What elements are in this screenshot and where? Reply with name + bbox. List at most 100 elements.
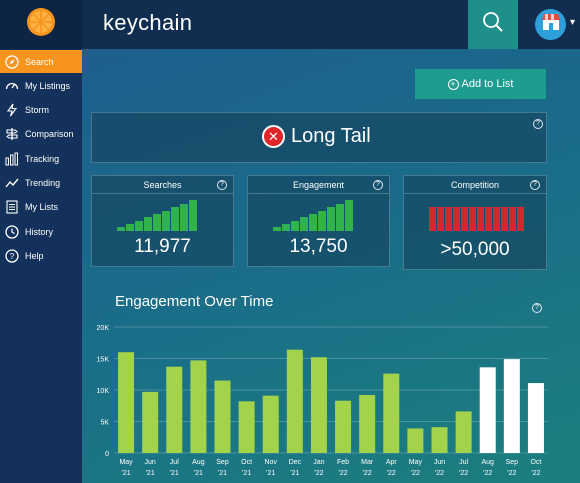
stat-panel-searches: Searches? 11,977	[91, 175, 234, 267]
meter-bar	[162, 211, 170, 231]
meter-bar	[171, 207, 179, 231]
x-tick-label: Jul	[170, 459, 179, 466]
meter-bar	[300, 217, 308, 231]
meter-bar	[117, 227, 125, 231]
meter-bar	[126, 224, 134, 231]
bar-chart-icon	[5, 152, 19, 166]
sidebar-item-trending[interactable]: Trending	[0, 172, 82, 195]
sidebar: Search My Listings Storm Comparison Tracking…	[0, 49, 82, 483]
chart-bar	[190, 360, 207, 453]
meter-bar	[485, 207, 492, 231]
chevron-down-icon[interactable]: ▾	[570, 17, 576, 28]
meter-bar	[493, 207, 500, 231]
chart-bar	[286, 349, 303, 453]
chart-bar	[383, 373, 400, 453]
sidebar-item-storm[interactable]: Storm	[0, 99, 82, 122]
sidebar-item-label: Help	[25, 250, 44, 261]
sidebar-item-search[interactable]: Search	[0, 50, 82, 73]
stat-title: Competition	[404, 176, 546, 194]
x-tick-label: Jul	[459, 459, 468, 466]
chart-bar	[503, 359, 520, 453]
stat-title: Searches	[92, 176, 233, 194]
stat-value: >50,000	[440, 239, 510, 260]
sidebar-item-label: Tracking	[25, 153, 60, 164]
x-tick-label-year: '21	[218, 470, 227, 477]
x-tick-label: Jan	[313, 459, 324, 466]
chart-bar	[455, 411, 472, 453]
meter-bar	[282, 224, 290, 231]
x-tick-label-year: '21	[170, 470, 179, 477]
add-to-list-button[interactable]: + Add to List	[415, 69, 546, 99]
lightning-icon	[5, 103, 19, 117]
sidebar-item-label: History	[25, 226, 54, 237]
y-tick-label: 20K	[97, 325, 110, 332]
search-button[interactable]	[468, 0, 518, 49]
speedometer-icon	[5, 79, 19, 93]
logo[interactable]	[0, 0, 82, 49]
meter-bar	[327, 207, 335, 231]
add-to-list-label: Add to List	[461, 78, 514, 90]
meter-bar	[135, 221, 143, 231]
x-tick-label-year: '21	[146, 470, 155, 477]
meter-bar	[437, 207, 444, 231]
meter-bar	[153, 214, 161, 231]
x-tick-label-year: '22	[411, 470, 420, 477]
x-tick-label: Sep	[506, 459, 519, 466]
meter-bar	[509, 207, 516, 231]
question-icon: ?	[5, 249, 19, 263]
sidebar-item-label: Trending	[25, 178, 61, 188]
stat-title: Engagement	[248, 176, 389, 194]
x-tick-label: Oct	[530, 459, 541, 466]
stat-panel-competition: Competition? >50,000	[403, 175, 547, 270]
meter-bar	[291, 221, 299, 231]
sidebar-item-comparison[interactable]: Comparison	[0, 123, 82, 146]
x-tick-label-year: '22	[435, 470, 444, 477]
meter-bar	[345, 200, 353, 231]
chart-bar	[142, 391, 159, 453]
meter-bar	[469, 207, 476, 231]
engagement-chart: 0 5K 10K 15K 20K May '21 Jun '21 Jul '21 Aug '21 Sep '…	[97, 325, 548, 477]
shop-icon	[541, 13, 561, 36]
sidebar-item-label: My Lists	[25, 202, 59, 213]
help-icon[interactable]: ?	[530, 180, 540, 190]
page-title: keychain	[103, 10, 193, 35]
x-tick-label-year: '22	[338, 470, 347, 477]
meter-bar	[445, 207, 452, 231]
x-tick-label-year: '21	[242, 470, 251, 477]
x-tick-label: Aug	[192, 459, 205, 466]
x-tick-label-year: '21	[194, 470, 203, 477]
sidebar-item-label: Storm	[25, 105, 50, 116]
meter-bar	[336, 204, 344, 231]
chart-bar	[527, 383, 544, 453]
sidebar-item-tracking[interactable]: Tracking	[0, 147, 82, 170]
x-tick-label-year: '22	[507, 470, 516, 477]
chart-bar	[359, 395, 376, 453]
sidebar-item-history[interactable]: History	[0, 220, 82, 243]
help-icon[interactable]: ?	[217, 180, 227, 190]
sidebar-item-help[interactable]: ? Help	[0, 244, 82, 267]
chart-help-icon[interactable]: ?	[532, 303, 542, 313]
sidebar-item-label: Search	[25, 56, 54, 67]
chart-bar	[166, 366, 183, 453]
clock-icon	[5, 224, 19, 239]
mini-bar-meter	[273, 200, 353, 231]
help-icon[interactable]: ?	[533, 119, 543, 129]
x-tick-label-year: '22	[483, 470, 492, 477]
chart-bar	[479, 367, 496, 453]
search-icon	[482, 11, 504, 38]
sidebar-item-my-listings[interactable]: My Listings	[0, 74, 82, 97]
top-bar: keychain ▾	[0, 0, 580, 49]
x-tick-label: Apr	[386, 459, 398, 466]
svg-text:?: ?	[10, 252, 15, 261]
meter-bar	[429, 207, 436, 231]
x-tick-label-year: '22	[314, 470, 323, 477]
main-content: + Add to List ✕ Long Tail ? Searches? 11,…	[82, 49, 580, 483]
help-icon[interactable]: ?	[373, 180, 383, 190]
sidebar-item-my-lists[interactable]: My Lists	[0, 196, 82, 219]
avatar[interactable]	[535, 9, 566, 40]
x-tick-label: Jun	[145, 459, 156, 466]
meter-bar	[318, 211, 326, 231]
meter-bar	[461, 207, 468, 231]
x-tick-label: Sep	[216, 459, 229, 466]
plus-circle-icon: +	[447, 78, 459, 90]
